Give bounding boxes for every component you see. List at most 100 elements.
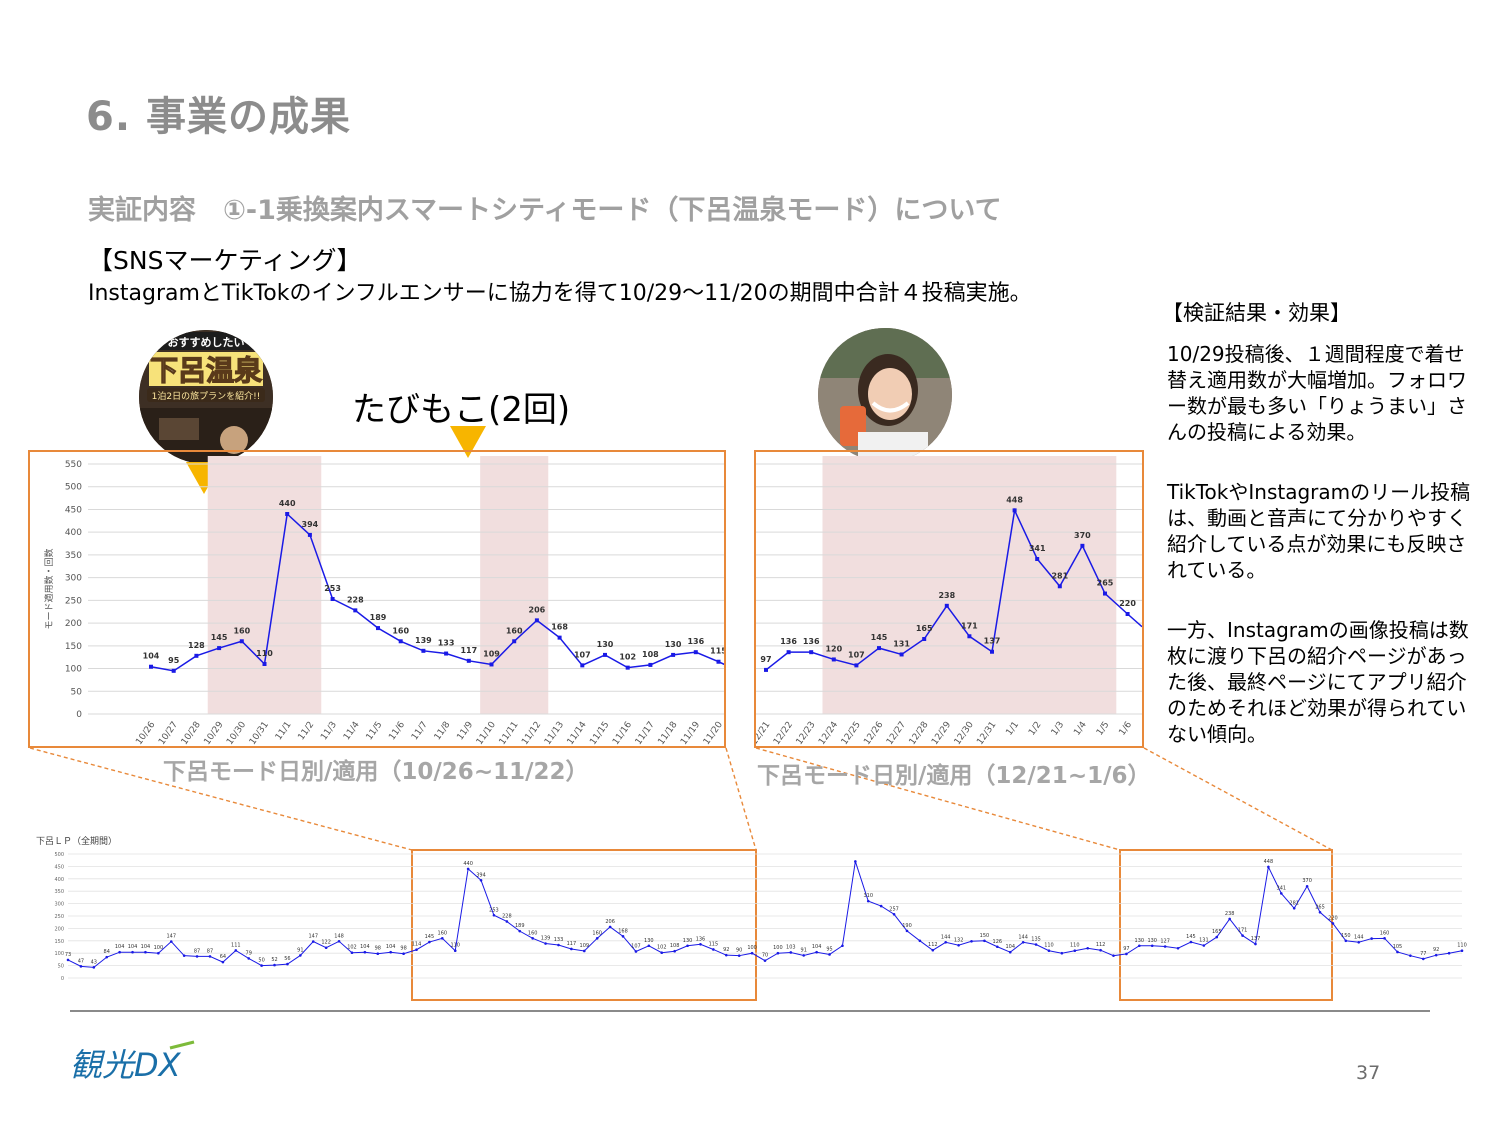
chart3-data-label: 104	[812, 944, 822, 950]
chart3-data-label: 104	[128, 944, 138, 950]
chart3-data-label: 73	[65, 952, 71, 958]
chart1-x-tick-label: 10/26	[134, 720, 157, 746]
chart3-data-label: 90	[736, 948, 742, 954]
chart1-y-tick-label: 500	[65, 483, 82, 493]
chart3-data-point	[1383, 937, 1386, 940]
chart3-data-label: 104	[360, 944, 370, 950]
bottom-divider	[70, 1010, 1430, 1012]
chart3-data-label: 105	[1393, 944, 1403, 950]
chart2-x-tick-label: 12/31	[975, 720, 998, 746]
chart3-data-point	[1215, 935, 1219, 939]
chart3-data-label: 77	[1420, 951, 1426, 957]
chart3-data-point	[1434, 953, 1438, 957]
chart1-data-label: 104	[143, 652, 160, 661]
chart3-data-label: 43	[91, 959, 97, 965]
chart3-data-point	[828, 953, 831, 956]
chart1-data-point	[330, 597, 335, 601]
chart3-data-point	[1279, 892, 1283, 895]
chart3-data-label: 147	[166, 934, 176, 940]
chart3-data-point	[428, 940, 431, 944]
chart3-data-point	[1409, 954, 1412, 957]
chart1-y-tick-label: 100	[65, 665, 82, 675]
results-paragraph-3: 一方、Instagramの画像投稿は数枚に渡り下呂の紹介ページがあった後、最終ペ…	[1167, 618, 1469, 746]
chart1-y-tick-label: 250	[65, 596, 82, 606]
chart2-x-tick-label: 1/4	[1072, 720, 1089, 738]
chart3-data-label: 341	[1277, 885, 1287, 891]
chart1-data-label: 160	[233, 626, 250, 635]
chart3-data-point	[195, 955, 199, 958]
chart3-data-point	[763, 959, 767, 962]
chart3-data-point	[841, 944, 844, 948]
chart3-y-tick-label: 0	[61, 976, 64, 982]
chart3-data-label: 257	[889, 906, 899, 912]
chart3-data-label: 92	[723, 947, 729, 953]
chart1-x-tick-label: 10/29	[202, 720, 225, 746]
chart3-data-point	[169, 940, 173, 943]
chart3-data-label: 111	[231, 942, 241, 948]
chart2-x-tick-label: 1/3	[1050, 720, 1066, 738]
sns-heading: 【SNSマーケティング】	[88, 246, 362, 275]
chart1-data-label: 109	[483, 649, 500, 658]
chart3-data-label: 104	[1005, 944, 1015, 950]
chart3-data-label: 165	[1212, 929, 1222, 935]
chart3-data-point	[1047, 949, 1051, 953]
chart1-x-tick-label: 11/9	[455, 720, 475, 743]
chart1-data-point	[194, 653, 199, 658]
chart3-data-point	[1344, 939, 1348, 943]
chart1-x-tick-label: 11/17	[634, 720, 657, 746]
chart2-data-point	[854, 663, 859, 668]
chart3-data-point	[1150, 944, 1154, 948]
chart3-data-point	[557, 943, 560, 947]
chart1-data-point	[376, 626, 380, 631]
chart3-data-point	[931, 948, 935, 952]
chart3-data-point	[634, 950, 638, 953]
chart2-data-point	[944, 603, 949, 608]
chart3-data-point	[299, 954, 302, 957]
chart3-data-point	[1060, 951, 1064, 955]
chart3-data-point	[1254, 942, 1257, 946]
chart2-data-label: 238	[938, 591, 955, 600]
chart3-data-point	[866, 899, 870, 903]
chart3-data-point	[1396, 950, 1399, 954]
chart3-data-point	[815, 950, 818, 954]
chart3-y-tick-label: 150	[54, 939, 64, 945]
chart3-data-point	[750, 951, 754, 955]
chart2-data-point	[1012, 508, 1017, 513]
chart3-data-label: 104	[115, 944, 125, 950]
chart3-y-tick-label: 500	[54, 852, 64, 858]
chart1-y-tick-label: 150	[65, 642, 82, 652]
chart3-data-point	[776, 951, 780, 955]
chart3-data-point	[957, 943, 960, 947]
chart1-frame: 0 50 100 150 200 250 300 350 400 450 500 550 モード適用数・…	[28, 450, 770, 748]
chart3-overview-svg: 下呂ＬＰ（全期間） 0 50 100 150 200 250 300 350 400 450 500 7…	[36, 835, 1467, 982]
chart3-data-point	[1138, 944, 1141, 948]
chart1-x-tick-label: 11/2	[297, 720, 317, 742]
chart3-data-point	[983, 939, 986, 943]
chart3-data-label: 114	[412, 942, 422, 948]
chart1-x-tick-label: 11/7	[410, 720, 430, 742]
chart1-x-tick-label: 11/8	[433, 720, 453, 743]
chart3-data-point	[208, 955, 212, 958]
chart3-data-point	[1370, 937, 1373, 940]
chart2-data-label: 136	[803, 637, 820, 646]
chart2-data-point	[1080, 543, 1085, 548]
chart1-data-point	[580, 663, 585, 668]
chart1-y-tick-label: 450	[65, 505, 82, 515]
kanko-dx-logo: 観光DX	[70, 1040, 195, 1084]
chart1-data-point	[353, 608, 358, 613]
chart3-y-tick-label: 200	[54, 926, 64, 932]
chart3-data-label: 84	[104, 949, 110, 955]
chart1-data-point	[534, 618, 539, 623]
chart3-data-label: 87	[194, 948, 200, 954]
chart1-data-point	[239, 639, 244, 644]
chart3-data-point	[260, 964, 263, 967]
chart1-x-tick-label: 11/19	[679, 720, 702, 746]
chart2-x-tick-label: 12/29	[930, 720, 953, 746]
chart3-data-point	[1447, 951, 1451, 955]
chart3-data-point	[273, 963, 276, 967]
chart1-x-tick-label: 10/31	[248, 720, 271, 746]
chart3-series-line	[67, 861, 1463, 968]
chart2-data-label: 281	[1051, 571, 1068, 580]
chart3-data-label: 122	[321, 940, 331, 946]
chart3-data-label: 109	[580, 943, 590, 949]
